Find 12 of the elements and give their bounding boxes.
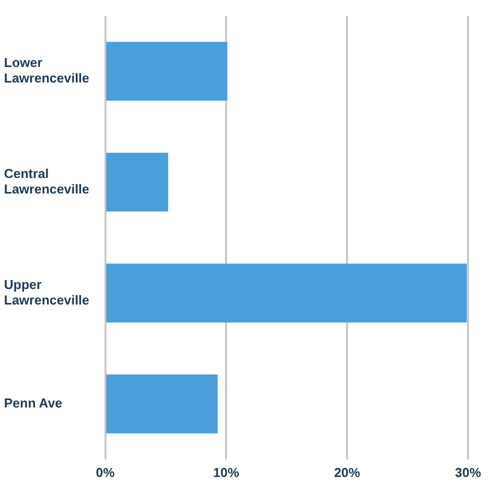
y-tick-label: Central Lawrenceville: [4, 166, 90, 197]
y-tick-label: Lower Lawrenceville: [4, 55, 90, 86]
bar: [106, 264, 467, 322]
x-tick-label: 20%: [334, 464, 361, 480]
x-tick-label: 0%: [96, 464, 116, 480]
bar: [106, 42, 228, 101]
bar: [106, 374, 218, 434]
x-tick-label: 30%: [454, 464, 482, 480]
bar: [106, 152, 168, 212]
y-tick-label: Upper Lawrenceville: [4, 276, 90, 308]
y-tick-label: Penn Ave: [4, 396, 62, 411]
x-tick-label: 10%: [213, 464, 240, 480]
